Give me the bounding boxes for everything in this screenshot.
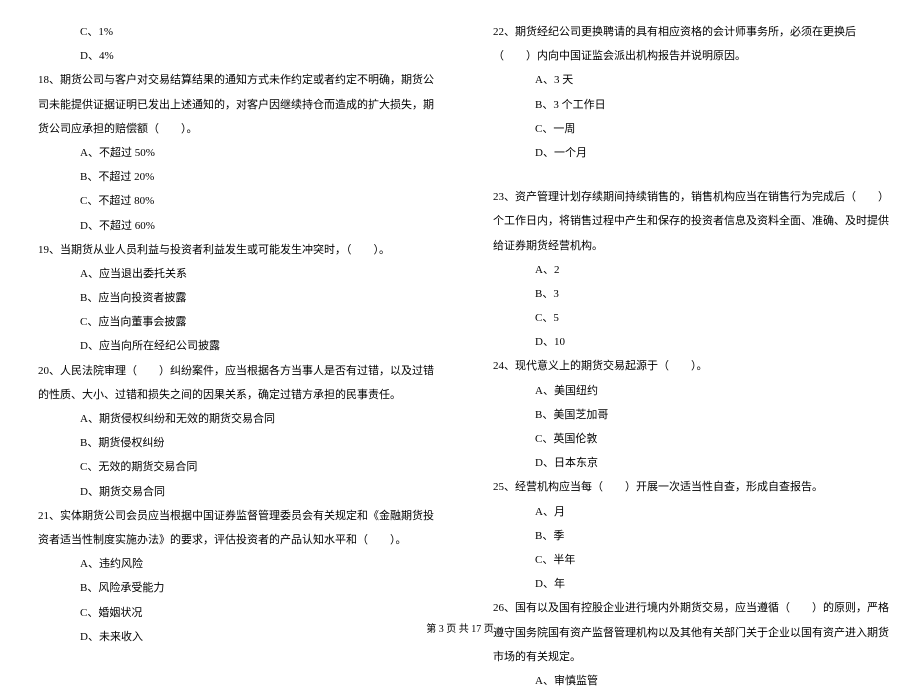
- q21-option-a: A、违约风险: [30, 552, 435, 576]
- q18-option-b: B、不超过 20%: [30, 165, 435, 189]
- page-footer: 第 3 页 共 17 页: [0, 620, 920, 635]
- q17-option-d: D、4%: [30, 44, 435, 68]
- q20-option-a: A、期货侵权纠纷和无效的期货交易合同: [30, 407, 435, 431]
- q19-option-d: D、应当向所在经纪公司披露: [30, 334, 435, 358]
- right-column: 22、期货经纪公司更换聘请的具有相应资格的会计师事务所，必须在更换后（ ）内向中…: [485, 20, 890, 693]
- q24-option-c: C、英国伦敦: [485, 427, 890, 451]
- left-column: C、1% D、4% 18、期货公司与客户对交易结算结果的通知方式未作约定或者约定…: [30, 20, 435, 693]
- q18-option-c: C、不超过 80%: [30, 189, 435, 213]
- q17-option-c: C、1%: [30, 20, 435, 44]
- question-25: 25、经营机构应当每（ ）开展一次适当性自查，形成自查报告。: [485, 475, 890, 499]
- question-21: 21、实体期货公司会员应当根据中国证券监督管理委员会有关规定和《金融期货投资者适…: [30, 504, 435, 552]
- q25-option-d: D、年: [485, 572, 890, 596]
- question-23: 23、资产管理计划存续期间持续销售的，销售机构应当在销售行为完成后（ ）个工作日…: [485, 185, 890, 258]
- q22-option-a: A、3 天: [485, 68, 890, 92]
- question-20: 20、人民法院审理（ ）纠纷案件，应当根据各方当事人是否有过错，以及过错的性质、…: [30, 359, 435, 407]
- q24-option-a: A、美国纽约: [485, 379, 890, 403]
- spacer: [485, 165, 890, 185]
- q23-option-c: C、5: [485, 306, 890, 330]
- q18-option-a: A、不超过 50%: [30, 141, 435, 165]
- q25-option-b: B、季: [485, 524, 890, 548]
- q25-option-a: A、月: [485, 500, 890, 524]
- q25-option-c: C、半年: [485, 548, 890, 572]
- q24-option-d: D、日本东京: [485, 451, 890, 475]
- question-18: 18、期货公司与客户对交易结算结果的通知方式未作约定或者约定不明确，期货公司未能…: [30, 68, 435, 141]
- q18-option-d: D、不超过 60%: [30, 214, 435, 238]
- q21-option-b: B、风险承受能力: [30, 576, 435, 600]
- question-19: 19、当期货从业人员利益与投资者利益发生或可能发生冲突时，（ ）。: [30, 238, 435, 262]
- q20-option-d: D、期货交易合同: [30, 480, 435, 504]
- question-22: 22、期货经纪公司更换聘请的具有相应资格的会计师事务所，必须在更换后（ ）内向中…: [485, 20, 890, 68]
- q23-option-b: B、3: [485, 282, 890, 306]
- q22-option-c: C、一周: [485, 117, 890, 141]
- q20-option-b: B、期货侵权纠纷: [30, 431, 435, 455]
- q20-option-c: C、无效的期货交易合同: [30, 455, 435, 479]
- question-24: 24、现代意义上的期货交易起源于（ ）。: [485, 354, 890, 378]
- q26-option-a: A、审慎监管: [485, 669, 890, 693]
- q22-option-d: D、一个月: [485, 141, 890, 165]
- q19-option-c: C、应当向董事会披露: [30, 310, 435, 334]
- q23-option-a: A、2: [485, 258, 890, 282]
- q19-option-b: B、应当向投资者披露: [30, 286, 435, 310]
- q22-option-b: B、3 个工作日: [485, 93, 890, 117]
- q19-option-a: A、应当退出委托关系: [30, 262, 435, 286]
- q23-option-d: D、10: [485, 330, 890, 354]
- page-content: C、1% D、4% 18、期货公司与客户对交易结算结果的通知方式未作约定或者约定…: [30, 20, 890, 693]
- q24-option-b: B、美国芝加哥: [485, 403, 890, 427]
